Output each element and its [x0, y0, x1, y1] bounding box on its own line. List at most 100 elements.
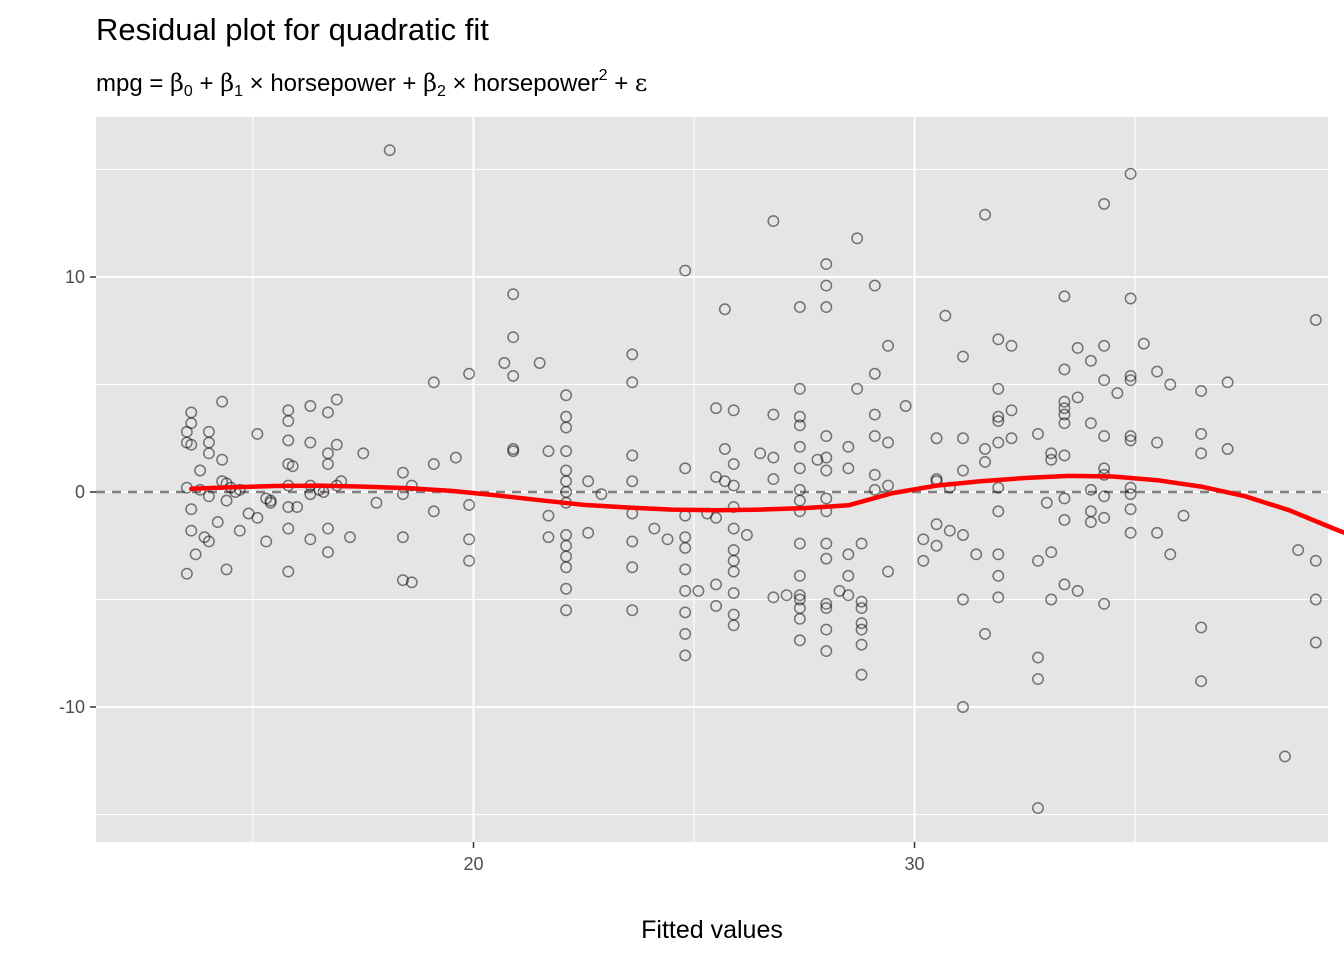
- residual-point: [1058, 417, 1071, 430]
- residual-point: [767, 215, 780, 228]
- residual-point: [727, 404, 740, 417]
- residual-point: [855, 617, 868, 630]
- residual-point: [727, 619, 740, 632]
- subtitle-term1: × horsepower +: [243, 70, 423, 97]
- residual-point: [1045, 546, 1058, 559]
- residual-point: [811, 453, 824, 466]
- residual-point: [322, 406, 334, 419]
- residual-point: [396, 531, 409, 544]
- residual-point: [679, 462, 692, 475]
- residual-point: [282, 565, 295, 578]
- residual-point: [1045, 453, 1058, 466]
- residual-point: [1058, 402, 1071, 415]
- residual-point: [1045, 447, 1058, 460]
- residual-point: [793, 634, 806, 647]
- residual-point: [463, 533, 476, 546]
- residual-point: [282, 434, 295, 447]
- residual-point: [1195, 447, 1208, 460]
- residual-point: [1032, 428, 1044, 440]
- residual-point: [1111, 387, 1124, 400]
- residual-point: [405, 479, 418, 492]
- residual-point: [992, 481, 1005, 494]
- residual-point: [793, 593, 806, 606]
- residual-point: [868, 279, 881, 292]
- residual-point: [1177, 509, 1190, 522]
- residual-point: [1058, 578, 1071, 591]
- residual-point: [868, 430, 881, 443]
- residual-point: [992, 505, 1005, 518]
- smooth-line: [189, 473, 1344, 536]
- residual-point: [842, 462, 855, 475]
- residual-point: [992, 548, 1005, 561]
- residual-point: [710, 402, 722, 415]
- residual-point: [1195, 385, 1208, 397]
- residual-point: [992, 569, 1005, 582]
- residual-point: [992, 333, 1005, 346]
- residual-point: [560, 389, 573, 402]
- residual-point: [1221, 443, 1234, 455]
- residual-point: [992, 436, 1005, 449]
- residual-point: [820, 464, 833, 477]
- residual-point: [1164, 548, 1177, 561]
- residual-point: [282, 522, 295, 535]
- residual-point: [820, 537, 833, 550]
- residual-point: [626, 604, 639, 617]
- residual-point: [1032, 673, 1044, 685]
- residual-point: [202, 535, 215, 548]
- residual-point: [1124, 503, 1137, 516]
- residual-point: [679, 563, 692, 576]
- residual-point: [820, 602, 833, 615]
- residual-point: [216, 395, 229, 408]
- residual-point: [710, 511, 722, 524]
- residual-point: [754, 447, 767, 460]
- residual-point: [185, 524, 198, 537]
- residual-point: [220, 563, 233, 576]
- residual-point: [1151, 526, 1164, 539]
- residual-point: [357, 447, 370, 460]
- residual-point: [322, 458, 334, 470]
- residual-point: [1071, 584, 1084, 597]
- residual-point: [560, 445, 573, 458]
- residual-point: [1058, 395, 1071, 408]
- residual-point: [970, 548, 983, 561]
- residual-point: [820, 451, 833, 464]
- residual-point: [542, 509, 555, 522]
- residual-point: [282, 501, 295, 513]
- residual-point: [194, 464, 207, 477]
- residual-point: [463, 367, 476, 380]
- residual-point: [793, 569, 806, 582]
- residual-point: [1124, 526, 1137, 539]
- residual-point: [282, 415, 295, 427]
- residual-point: [1164, 378, 1177, 391]
- subtitle-pre: mpg =: [96, 70, 170, 97]
- residual-point: [427, 458, 440, 470]
- residual-point: [1195, 428, 1208, 440]
- residual-point: [767, 591, 780, 604]
- residual-point: [767, 451, 780, 464]
- residual-point: [979, 455, 992, 468]
- residual-point: [626, 449, 639, 462]
- subtitle-plus1: +: [193, 70, 220, 97]
- residual-point: [661, 533, 674, 546]
- residual-point: [304, 533, 317, 546]
- residual-point: [304, 400, 317, 412]
- residual-point: [718, 303, 731, 316]
- residual-point: [820, 597, 833, 610]
- residual-point: [1124, 292, 1137, 305]
- residual-point: [1098, 374, 1111, 387]
- residual-point: [855, 668, 868, 681]
- x-tick-label: 30: [904, 854, 924, 874]
- residual-point: [679, 264, 692, 277]
- residual-point: [979, 443, 992, 455]
- residual-point: [727, 565, 740, 578]
- residual-point: [1084, 516, 1097, 529]
- residual-point: [1058, 492, 1071, 505]
- residual-point: [1005, 404, 1018, 417]
- residual-point: [727, 522, 740, 535]
- residual-point: [727, 479, 740, 492]
- residual-point: [1058, 363, 1071, 376]
- residual-point: [793, 410, 806, 423]
- residual-point: [780, 589, 793, 602]
- residual-point: [882, 565, 894, 578]
- residual-point: [727, 587, 740, 599]
